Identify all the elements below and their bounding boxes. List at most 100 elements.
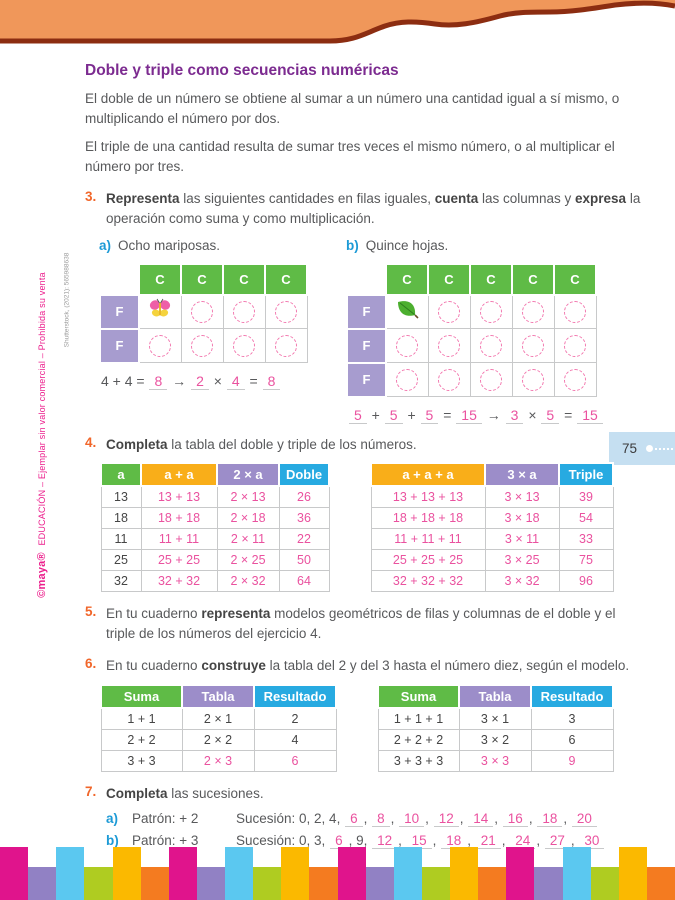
counter-circle (396, 334, 419, 357)
answer-cell: 54 (558, 506, 614, 529)
answer-cell: 2 × 18 (216, 506, 280, 529)
dot-decoration (646, 445, 654, 452)
column-header: C (222, 262, 266, 296)
text-segment: , (494, 810, 502, 826)
intro-paragraph-1: El doble de un número se obtiene al suma… (85, 91, 620, 127)
equation-b: 5 + 5 + 5 = 15 → 3 × 5 = 15 (348, 406, 604, 424)
item-label-a: a) (99, 237, 112, 253)
text-segment: → (168, 372, 191, 389)
table-cell: 18 (100, 506, 142, 529)
answer-value: 3 (505, 406, 524, 424)
answer-value: 18 (537, 810, 563, 827)
counter-circle (191, 300, 213, 323)
footer-bar (590, 867, 619, 900)
text-segment: + (367, 406, 384, 423)
text-segment: , (563, 810, 571, 826)
answer-cell: 2 × 3 (181, 749, 255, 772)
grid-cell (511, 328, 555, 363)
text-segment: Sucesión: 0, 3, (236, 832, 330, 848)
text-segment: = (560, 406, 577, 423)
table-header: 2 × a (216, 461, 280, 487)
answer-cell: 96 (558, 569, 614, 592)
column-header: C (180, 262, 224, 296)
table-cell: 2 + 2 (100, 728, 183, 751)
text-segment: 4 + 4 = (101, 372, 149, 389)
grid-cell (553, 328, 597, 363)
lesson-title: Doble y triple como secuencias numéricas (85, 62, 399, 79)
answer-value: 15 (406, 832, 432, 849)
item-label-a: a) (106, 810, 119, 826)
footer-bar (365, 867, 394, 900)
page-number: 75 (622, 441, 638, 456)
column-header: C (264, 262, 308, 296)
footer-bar (112, 847, 141, 900)
table-row: 11 + 11 + 11 3 × 11 33 (370, 527, 614, 550)
exercise-4-text: Completa la tabla del doble y triple de … (106, 435, 641, 455)
answer-value: 15 (456, 406, 482, 424)
dotted-line-decoration (655, 447, 673, 450)
answer-value: 5 (420, 406, 439, 424)
counter-circle (149, 334, 172, 357)
table-row: 32 + 32 + 32 3 × 32 96 (370, 569, 614, 592)
counter-circle (522, 368, 544, 391)
footer-bar (646, 867, 675, 900)
footer-bar (56, 847, 85, 900)
table-header: Doble (278, 461, 330, 487)
grid-cell (385, 328, 429, 363)
table-cell: 2 × 2 (181, 728, 255, 751)
page-content: Doble y triple como secuencias numéricas… (85, 62, 641, 855)
text-segment: las siguientes cantidades en filas igual… (179, 191, 435, 206)
grid-cell (427, 362, 471, 397)
grid-cell (427, 328, 471, 363)
answer-value: 8 (372, 810, 390, 827)
table-cell: 13 (100, 485, 142, 508)
answer-cell: 3 × 3 (458, 749, 532, 772)
answer-cell: 32 + 32 + 32 (370, 569, 486, 592)
bold-keyword: Representa (106, 191, 180, 206)
grid-cell (385, 362, 429, 397)
exercise-6-text: En tu cuaderno construye la tabla del 2 … (106, 656, 641, 676)
grid-cell (469, 362, 513, 397)
footer-bar (618, 847, 647, 900)
text-segment: , 9, (348, 832, 372, 848)
answer-cell: 3 × 13 (484, 485, 560, 508)
answer-value: 27 (544, 832, 570, 849)
text-segment: , (570, 832, 579, 848)
bold-keyword: Completa (106, 436, 168, 452)
answer-cell: 13 + 13 (140, 485, 218, 508)
exercise-3a-caption: a) Ocho mariposas. (99, 238, 220, 253)
exercise-4-number: 4. (85, 434, 97, 450)
page-number-badge: 75 (609, 432, 675, 465)
table-cell: 1 + 1 + 1 (377, 707, 460, 730)
text-segment: , (459, 810, 468, 826)
exercise-3-number: 3. (85, 189, 97, 204)
footer-bar (450, 847, 479, 900)
answer-value: 12 (433, 810, 459, 827)
footer-bar (281, 847, 310, 900)
table-row: 25 25 + 25 2 × 25 50 (100, 548, 330, 571)
exercise-7-number: 7. (85, 783, 97, 799)
caption-text: Ocho mariposas. (118, 237, 221, 253)
text-segment: las columnas y (478, 191, 576, 206)
column-header: C (469, 262, 513, 296)
answer-value: 12 (372, 832, 398, 849)
corner-cell (100, 264, 139, 295)
column-header: C (138, 262, 182, 296)
table-row: 18 18 + 18 2 × 18 36 (100, 506, 330, 529)
item-label-b: b) (106, 832, 119, 848)
text-segment: modelos geométricos de filas y columnas … (106, 605, 616, 641)
table-cell: 4 (253, 728, 337, 751)
footer-bar (562, 847, 591, 900)
text-segment: En tu cuaderno (106, 605, 202, 621)
answer-cell: 39 (558, 485, 614, 508)
table-row: 13 + 13 + 13 3 × 13 39 (370, 485, 614, 508)
leaf-icon (385, 294, 429, 329)
